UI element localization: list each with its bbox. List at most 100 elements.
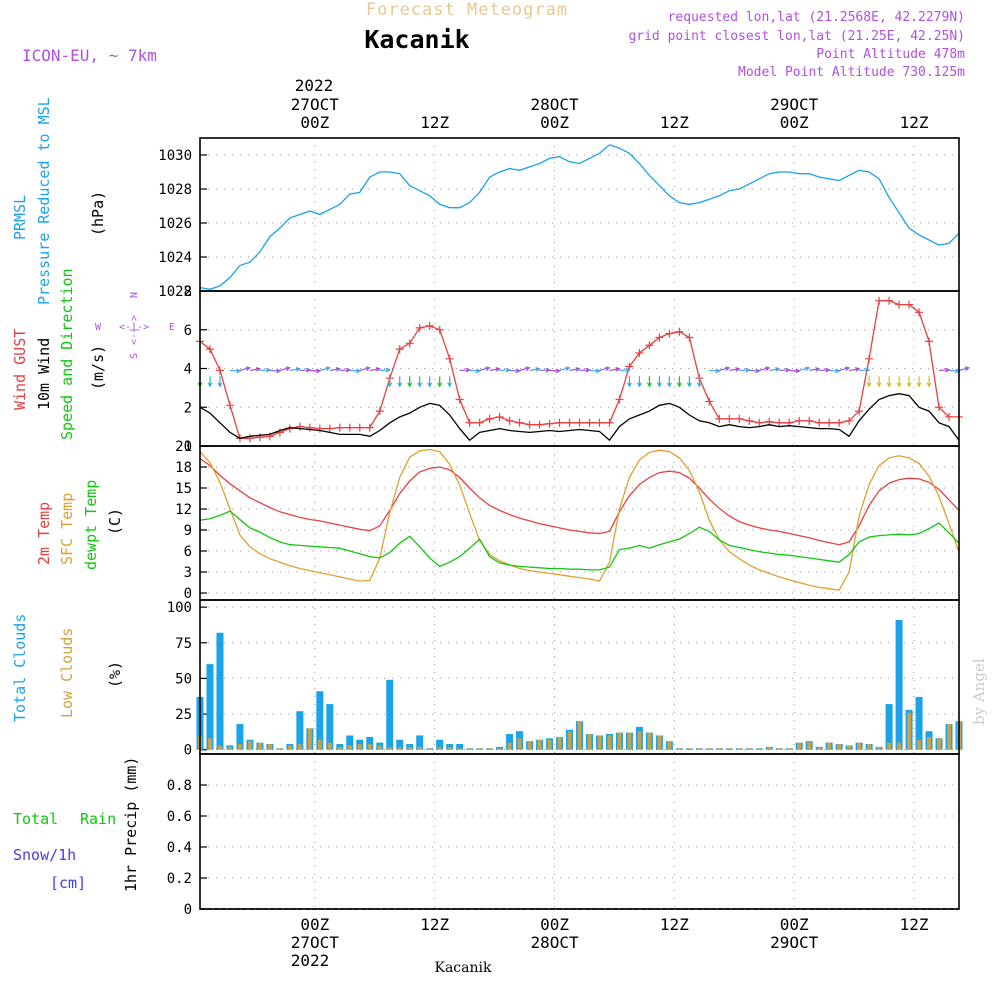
wind-arrow (579, 369, 590, 372)
panel-frame (199, 753, 960, 910)
gust-marker (435, 325, 444, 334)
cloud-bar-low (627, 732, 632, 750)
y-tick-label: 0 (184, 586, 192, 602)
cloud-bar-total (506, 734, 514, 750)
y-tick-label: 1022 (158, 284, 192, 300)
y-tick-label: 12 (175, 502, 192, 518)
wind-arrowhead (825, 367, 831, 373)
y-tick-label: 0.6 (167, 809, 192, 825)
y-tick-label: 1024 (158, 250, 192, 266)
gust-marker (405, 339, 414, 348)
label-dewpt-temp: dewpt Temp (82, 480, 100, 570)
cloud-bar-low (247, 741, 252, 750)
cloud-bar-total (895, 619, 903, 750)
cloud-bar-low (937, 738, 942, 750)
gust-marker (205, 345, 214, 354)
y-tick-label: 6 (184, 544, 192, 560)
wind-arrow (709, 369, 720, 372)
wind-arrowhead (207, 382, 213, 388)
cloud-bar-low (447, 746, 452, 750)
y-tick-label: 0.8 (167, 778, 192, 794)
cloud-bar-total (416, 735, 424, 750)
gust-marker (645, 341, 654, 350)
gust-marker (655, 333, 664, 342)
y-tick-label: 0.2 (167, 871, 192, 887)
y-tick-label: 100 (167, 600, 192, 616)
product-title: Forecast Meteogram (366, 0, 568, 20)
cloud-bar-low (827, 742, 832, 750)
wind-arrow (339, 369, 350, 372)
wind-arrowhead (525, 366, 531, 372)
cloud-bar-low (307, 728, 312, 750)
gust-marker (835, 418, 844, 427)
wind-arrow (619, 369, 630, 372)
wind-arrow (269, 369, 280, 372)
wind-arrowhead (475, 368, 481, 374)
y-tick-label: 3 (184, 565, 192, 581)
wind-arrowhead (775, 366, 781, 372)
wind-arrow (559, 367, 570, 372)
gust-marker (335, 423, 344, 432)
wind-arrowhead (625, 367, 631, 373)
y-tick-label: 18 (175, 460, 192, 476)
cloud-bar-low (657, 735, 662, 750)
gust-marker (455, 395, 464, 404)
label-prmsl: PRMSL (11, 195, 29, 240)
cloud-bar-total (436, 739, 444, 750)
y-tick-label: 6 (184, 323, 192, 339)
wind-arrowhead (397, 382, 403, 388)
cloud-bar-low (707, 748, 712, 750)
wind-arrowhead (535, 366, 541, 372)
wind-arrowhead (266, 367, 272, 373)
wind-arrowhead (865, 367, 871, 373)
gust-marker (345, 423, 354, 432)
y-tick-label: 75 (175, 636, 192, 652)
cloud-bar-low (837, 744, 842, 750)
label-snow: Snow/1h (13, 846, 76, 864)
cloud-bar-low (797, 742, 802, 750)
gust-marker (525, 420, 534, 429)
time-hour-label: 12Z (660, 113, 689, 132)
wind-arrow (509, 369, 520, 372)
label-total: Total (13, 810, 58, 828)
wind-arrow (489, 368, 500, 372)
cloud-bar-total (216, 632, 224, 750)
wind-arrow (499, 369, 510, 372)
wind-arrow (469, 369, 480, 372)
time-hour-label: 00Z (540, 915, 569, 934)
compass-arrow-vertical: <-|-> (129, 315, 140, 345)
gust-marker (665, 329, 674, 338)
compass-arrow: <-|-> (119, 322, 149, 333)
wind-arrow (539, 369, 550, 372)
label-percent: (%) (106, 661, 124, 688)
cloud-bar-low (287, 745, 292, 750)
wind-arrowhead (385, 367, 391, 373)
time-hour-label: 12Z (900, 113, 929, 132)
wind-arrowhead (515, 368, 521, 374)
y-tick-label: 1028 (158, 182, 192, 198)
y-tick-label: 9 (184, 523, 192, 539)
gust-marker (295, 422, 304, 431)
cloud-bar-low (507, 742, 512, 750)
compass-w: W (95, 322, 102, 333)
wind-arrow (329, 368, 340, 372)
wind-arrowhead (764, 366, 771, 372)
cloud-bar-low (927, 736, 932, 750)
wind-arrow (299, 369, 310, 372)
time-hour-label: 00Z (540, 113, 569, 132)
gust-marker (675, 327, 684, 336)
cloud-bar-low (697, 748, 702, 750)
temp-labels: 2m Temp SFC Temp dewpt Temp (C) (35, 480, 124, 570)
wind-arrowhead (285, 366, 291, 372)
gust-marker (475, 418, 484, 427)
cloud-bar-low (487, 748, 492, 750)
cloud-bar-low (617, 732, 622, 750)
time-date-label: 27OCT (291, 95, 340, 114)
gust-marker (745, 416, 754, 425)
wind-arrow (859, 369, 870, 372)
cloud-bar-low (817, 746, 822, 750)
y-tick-label: 1030 (158, 148, 192, 164)
